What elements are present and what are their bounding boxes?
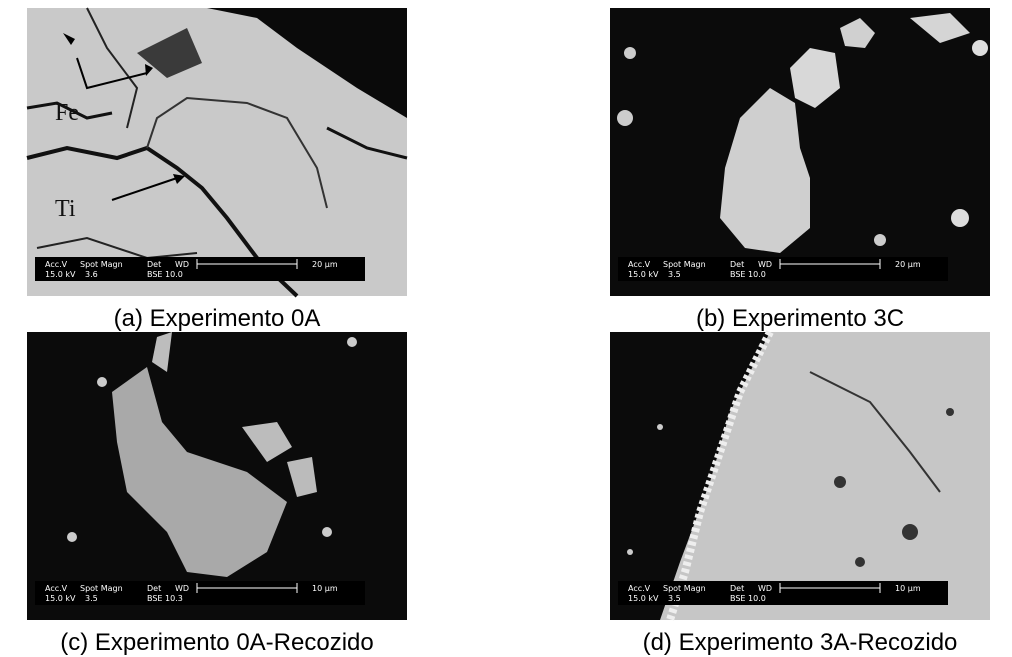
sem-image-c: [27, 332, 407, 620]
info-value: 10.0: [748, 594, 766, 603]
info-value: 15.0 kV: [45, 270, 76, 279]
info-header: WD: [758, 260, 772, 269]
info-value: 3.6: [85, 270, 98, 279]
scale-label: 20 µm: [312, 260, 338, 269]
sem-image-b: [610, 8, 990, 296]
caption: (d) Experimento 3A-Recozido: [643, 629, 958, 656]
caption: (c) Experimento 0A-Recozido: [60, 629, 373, 656]
sem-image-d: [610, 332, 990, 620]
info-header: Acc.V: [628, 584, 651, 593]
info-value: 3.5: [668, 270, 681, 279]
info-value: BSE: [147, 270, 162, 279]
info-value: 10.0: [748, 270, 766, 279]
caption: (b) Experimento 3C: [696, 305, 904, 332]
annotation: Fe: [55, 100, 79, 126]
annotation: Ti: [55, 196, 76, 222]
info-header: Spot Magn: [663, 260, 706, 269]
info-value: BSE: [730, 270, 745, 279]
info-header: Spot Magn: [80, 260, 123, 269]
info-value: BSE: [730, 594, 745, 603]
scale-label: 10 µm: [312, 584, 338, 593]
figure: Acc.VSpot MagnDetWD15.0 kV3.6BSE10.020 µ…: [0, 0, 1012, 657]
info-header: WD: [175, 584, 189, 593]
info-header: Det: [730, 584, 744, 593]
info-header: Spot Magn: [663, 584, 706, 593]
info-header: Det: [730, 260, 744, 269]
scale-label: 20 µm: [895, 260, 921, 269]
info-header: Acc.V: [45, 260, 68, 269]
info-header: Acc.V: [628, 260, 651, 269]
caption: (a) Experimento 0A: [114, 305, 321, 332]
info-value: 15.0 kV: [628, 594, 659, 603]
info-value: 15.0 kV: [628, 270, 659, 279]
scale-label: 10 µm: [895, 584, 921, 593]
info-header: Spot Magn: [80, 584, 123, 593]
info-value: 3.5: [85, 594, 98, 603]
info-value: 15.0 kV: [45, 594, 76, 603]
info-value: BSE: [147, 594, 162, 603]
sem-image-a: [27, 8, 407, 296]
info-value: 3.5: [668, 594, 681, 603]
info-value: 10.0: [165, 270, 183, 279]
info-header: WD: [758, 584, 772, 593]
info-header: Det: [147, 584, 161, 593]
info-value: 10.3: [165, 594, 183, 603]
info-header: Acc.V: [45, 584, 68, 593]
info-header: WD: [175, 260, 189, 269]
info-header: Det: [147, 260, 161, 269]
